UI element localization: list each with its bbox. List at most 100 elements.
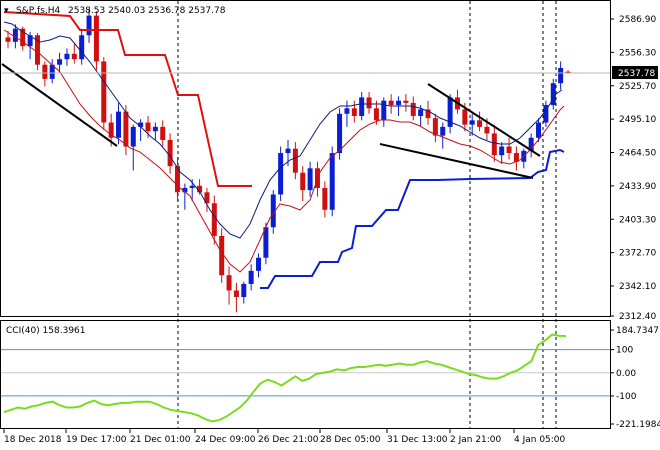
- candle-body: [174, 166, 180, 193]
- price-tick-label: 2586.90: [619, 15, 656, 25]
- candle-body: [256, 257, 262, 271]
- candle-body: [359, 97, 365, 116]
- step-line-red: [3, 11, 252, 187]
- time-tick-label: 4 Jan 05:00: [514, 435, 566, 445]
- cci-tick-label: 0.00: [616, 369, 636, 379]
- step-line-blue: [260, 148, 565, 289]
- candle-body: [418, 109, 424, 116]
- time-tick-label: 18 Dec 2018: [4, 435, 62, 445]
- candle-body: [344, 108, 350, 114]
- candle-body: [351, 108, 357, 116]
- candle-body: [79, 35, 85, 60]
- moving-average-navy: [3, 21, 563, 239]
- candle-body: [64, 53, 70, 60]
- candle-body: [167, 139, 173, 167]
- candle-body: [410, 102, 416, 116]
- price-tick-label: 2556.30: [619, 48, 656, 58]
- candle-body: [285, 148, 291, 154]
- time-tick-label: 28 Dec 05:00: [320, 435, 381, 445]
- candle-body: [219, 235, 225, 276]
- candle-body: [182, 187, 188, 193]
- candle-body: [20, 28, 26, 47]
- candle-body: [27, 35, 33, 47]
- candle-body: [373, 108, 379, 121]
- cci-tick-label: -100: [616, 392, 637, 402]
- period-separators: [177, 1, 557, 428]
- candle-body: [86, 15, 92, 36]
- candle-body: [565, 71, 571, 73]
- candle-body: [491, 133, 497, 156]
- candle-body: [57, 59, 63, 65]
- trendline-3: [427, 83, 541, 157]
- candle-body: [329, 153, 335, 210]
- main-panel-frame: [0, 0, 611, 317]
- candle-body: [204, 192, 210, 204]
- candle-body: [49, 64, 55, 79]
- candle-body: [550, 83, 556, 106]
- candle-body: [432, 118, 438, 136]
- candle-body: [34, 35, 40, 65]
- current-price-tag: [612, 66, 658, 79]
- cci-panel-frame: [0, 320, 611, 429]
- candle-body: [381, 100, 387, 121]
- candle-body: [138, 122, 144, 127]
- candle-body: [93, 15, 99, 62]
- candle-body: [189, 185, 195, 188]
- ohlc-values: 2538.53 2540.03 2536.78 2537.78: [68, 6, 226, 16]
- candlesticks: [5, 9, 571, 313]
- candle-body: [447, 97, 453, 127]
- candle-body: [130, 126, 136, 147]
- price-tick-label: 2433.90: [619, 182, 656, 192]
- candle-body: [536, 122, 542, 138]
- candle-body: [42, 64, 48, 79]
- price-tick-label: 2464.50: [619, 149, 656, 159]
- candle-body: [160, 126, 166, 140]
- time-tick-label: 2 Jan 21:00: [450, 435, 502, 445]
- candle-body: [152, 126, 158, 132]
- price-tick-label: 2403.30: [619, 215, 656, 225]
- price-tick-label: 2495.10: [619, 115, 656, 125]
- candle-body: [307, 168, 313, 191]
- candle-body: [5, 37, 11, 42]
- time-tick-label: 31 Dec 13:00: [387, 435, 448, 445]
- candle-body: [248, 270, 254, 284]
- time-tick-label: 21 Dec 01:00: [130, 435, 191, 445]
- candle-body: [278, 153, 284, 195]
- candle-body: [145, 122, 151, 132]
- candle-body: [322, 187, 328, 210]
- cci-axis: 184.7347 100 0.00 -100 -221.1984: [610, 326, 660, 430]
- price-tick-label: 2312.40: [619, 312, 656, 322]
- candle-body: [337, 113, 343, 154]
- candle-body: [101, 61, 107, 123]
- time-tick-label: 19 Dec 17:00: [66, 435, 127, 445]
- candle-body: [543, 105, 549, 123]
- cci-line: [3, 333, 567, 423]
- trendline-2: [379, 143, 534, 179]
- candle-body: [241, 283, 247, 298]
- price-axis: 2586.90 2556.30 2525.70 2495.10 2464.50 2433.…: [610, 15, 656, 322]
- candle-body: [233, 290, 239, 298]
- cci-tick-label: 184.7347: [616, 326, 659, 336]
- chart-collapse-icon[interactable]: ▾: [4, 6, 9, 16]
- moving-average-red: [3, 29, 565, 273]
- candle-body: [12, 28, 18, 42]
- candle-body: [396, 100, 402, 106]
- candle-body: [226, 275, 232, 291]
- candle-body: [116, 111, 122, 138]
- candle-body: [263, 227, 269, 258]
- current-price-label: 2537.78: [618, 69, 655, 79]
- candle-body: [425, 109, 431, 119]
- price-tick-label: 2372.70: [619, 249, 656, 259]
- candle-body: [292, 148, 298, 173]
- trendline-1: [1, 63, 118, 147]
- candle-body: [440, 126, 446, 136]
- cci-tick-label: 100: [616, 346, 633, 356]
- candle-body: [469, 120, 475, 125]
- candle-body: [484, 126, 490, 134]
- symbol-label: S&P,fs,H4: [16, 6, 61, 16]
- candle-body: [211, 203, 217, 236]
- candle-body: [123, 111, 129, 147]
- candle-body: [71, 53, 77, 60]
- candle-body: [513, 153, 519, 162]
